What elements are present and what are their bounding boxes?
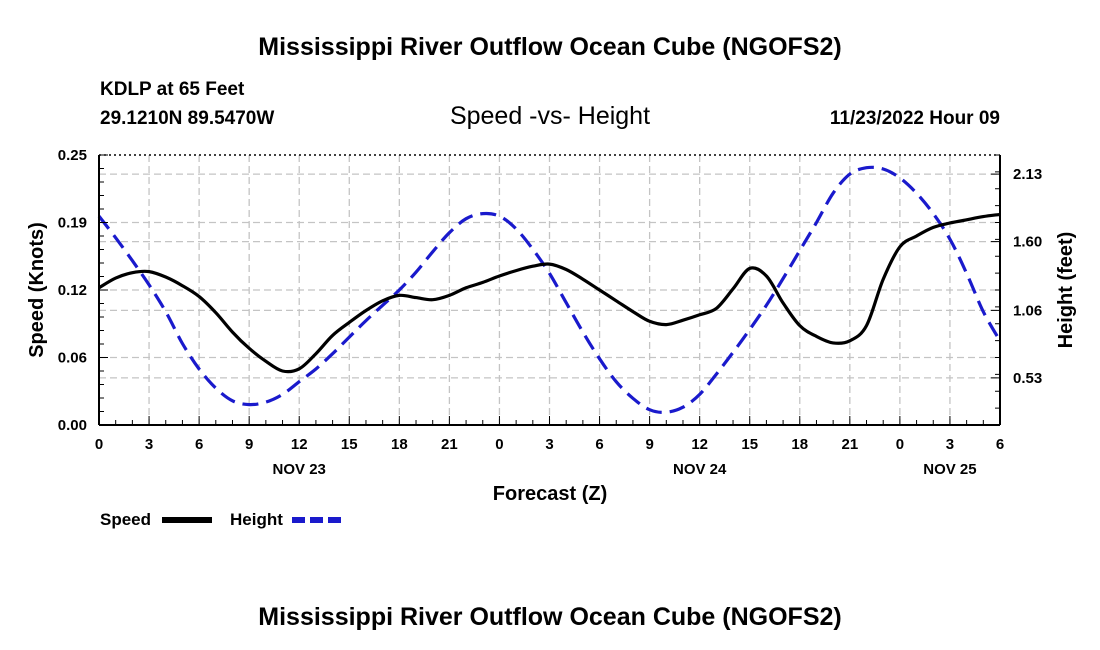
legend-label-height: Height [230,510,283,529]
station-label: KDLP at 65 Feet [100,79,245,100]
y2-axis-label: Height (feet) [1055,232,1077,349]
axes [98,154,1001,426]
page-title: Mississippi River Outflow Ocean Cube (NG… [258,33,841,61]
legend-label-speed: Speed [100,510,151,529]
x-tick-label-12: 12 [691,436,708,453]
y2-tick-label-0: 0.53 [1013,370,1042,387]
y-tick-label-0: 0.00 [58,417,87,434]
legend: Speed Height [100,510,342,529]
y2-tick-label-1: 1.06 [1013,302,1042,319]
y-tick-label-3: 0.19 [58,215,87,232]
y-tick-label-2: 0.12 [58,282,87,299]
x-tick-label-10: 6 [595,436,603,453]
x-tick-label-1: 3 [145,436,153,453]
x-tick-label-3: 9 [245,436,253,453]
x-tick-label-6: 18 [391,436,408,453]
coordinates-label: 29.1210N 89.5470W [100,108,274,129]
x-tick-label-13: 15 [741,436,758,453]
x-tick-label-2: 6 [195,436,203,453]
x-tick-label-4: 12 [291,436,308,453]
plot-subtitle: Speed -vs- Height [450,102,650,130]
x-tick-label-7: 21 [441,436,458,453]
x-tick-label-5: 15 [341,436,358,453]
x-axis-label: Forecast (Z) [493,483,607,505]
series-line-height [97,165,1002,415]
x-tick-label-11: 9 [645,436,653,453]
x-tick-label-8: 0 [495,436,503,453]
y2-tick-label-2: 1.60 [1013,234,1042,251]
x-tick-label-14: 18 [791,436,808,453]
y-tick-label-4: 0.25 [58,147,87,164]
y2-tick-label-3: 2.13 [1013,166,1042,183]
date-label-0: NOV 23 [273,461,326,478]
run-time-label: 11/23/2022 Hour 09 [830,108,1000,129]
series-line-speed [98,212,1001,374]
x-tick-label-16: 0 [896,436,904,453]
x-tick-label-0: 0 [95,436,103,453]
date-label-1: NOV 24 [673,461,727,478]
x-tick-label-15: 21 [841,436,858,453]
x-tick-label-18: 6 [996,436,1004,453]
x-tick-label-17: 3 [946,436,954,453]
footer-title: Mississippi River Outflow Ocean Cube (NG… [258,603,841,631]
grid [99,155,1000,425]
y-axis-label: Speed (Knots) [26,222,48,358]
y-tick-label-1: 0.06 [58,350,87,367]
series-layer [97,165,1002,415]
tick-labels: 0 3 6 9 12 15 18 21 0 3 6 9 12 15 18 21 0 3 6 NOV 23 NOV 24 N… [58,147,1042,478]
x-tick-label-9: 3 [545,436,553,453]
date-label-2: NOV 25 [923,461,976,478]
